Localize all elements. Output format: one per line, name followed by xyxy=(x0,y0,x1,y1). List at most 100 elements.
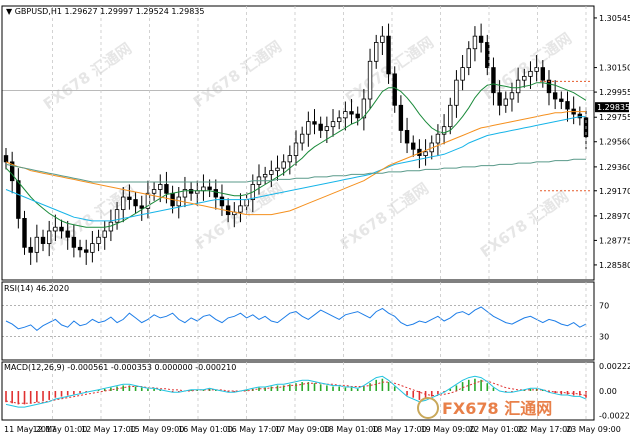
candle-body xyxy=(503,98,508,106)
macd-tick-label: 0.002228 xyxy=(599,362,630,371)
time-tick-label: 17 May 09:00 xyxy=(275,425,330,434)
time-tick-label: 18 May 17:00 xyxy=(372,425,427,434)
rsi-tick-label: 70 xyxy=(599,301,609,310)
candle-body xyxy=(472,35,478,50)
time-tick-label: 23 May 09:00 xyxy=(566,425,621,434)
candle-body xyxy=(34,236,40,253)
candle-body xyxy=(71,236,77,248)
candle-body xyxy=(330,121,336,128)
candle-body xyxy=(318,123,323,131)
time-tick-label: 12 May 01:00 xyxy=(33,425,88,434)
candle-body xyxy=(22,218,27,248)
candle-body xyxy=(577,113,583,119)
candle-body xyxy=(299,133,305,144)
candle-body xyxy=(65,230,70,238)
rsi-tick-label: 30 xyxy=(599,333,609,342)
candle-body xyxy=(559,98,564,102)
candle-body xyxy=(546,79,552,94)
last-price-label: 1.29835 xyxy=(597,103,630,112)
candle-body xyxy=(53,226,58,232)
panel-frame xyxy=(1,281,595,361)
macd-tick-label: 0.00 xyxy=(599,387,617,396)
logo-text: FX678 汇通网 xyxy=(442,399,552,418)
candle-body xyxy=(275,167,280,172)
candle-body xyxy=(404,130,410,144)
panel-frame xyxy=(1,5,595,281)
candle-body xyxy=(491,67,496,94)
candle-body xyxy=(478,35,484,43)
candle-body xyxy=(262,174,268,178)
candle-body xyxy=(386,35,391,75)
candle-body xyxy=(349,111,354,115)
time-tick-label: 11 May 2017 xyxy=(4,425,56,434)
candle-body xyxy=(59,226,64,232)
candle-body xyxy=(324,126,330,131)
price-tick-label: 1.30150 xyxy=(599,64,630,73)
candle-body xyxy=(343,111,348,119)
candle-body xyxy=(151,189,157,194)
time-tick-label: 18 May 01:00 xyxy=(324,425,379,434)
moving-average-line xyxy=(5,116,586,222)
candle-body xyxy=(380,35,385,43)
candle-body xyxy=(238,205,243,213)
last-price-box xyxy=(595,102,629,113)
candle-body xyxy=(201,186,206,192)
candle-body xyxy=(466,48,471,68)
candle-body xyxy=(3,155,9,163)
time-tick-label: 16 May 01:00 xyxy=(178,425,233,434)
macd-tick-label: -0.002201 xyxy=(599,412,630,421)
candle-body xyxy=(509,92,515,100)
candle-body xyxy=(306,121,311,135)
candle-body xyxy=(164,184,169,194)
candle-body xyxy=(16,180,21,219)
candle-body xyxy=(460,67,465,81)
candle-body xyxy=(312,121,317,125)
candle-body xyxy=(441,126,447,135)
candle-body xyxy=(287,155,293,163)
candle-body xyxy=(336,117,342,123)
candle-body xyxy=(133,199,138,207)
candle-body xyxy=(411,142,416,150)
candle-body xyxy=(102,230,107,238)
candle-body xyxy=(435,133,441,144)
candle-body xyxy=(355,113,360,119)
macd-label: MACD(12,26,9) -0.000561 -0.000353 0.0000… xyxy=(4,363,236,372)
price-tick-label: 1.30545 xyxy=(599,14,630,23)
rsi-label: RSI(14) 46.2020 xyxy=(4,284,69,293)
candle-body xyxy=(46,230,52,244)
price-tick-label: 1.29360 xyxy=(599,163,630,172)
price-tick-label: 1.28775 xyxy=(599,236,630,245)
candle-body xyxy=(9,161,15,182)
price-tick-label: 1.29170 xyxy=(599,187,630,196)
moving-average-line xyxy=(5,158,586,183)
candle-body xyxy=(454,79,459,106)
candle-body xyxy=(139,205,144,209)
candle-body xyxy=(127,196,132,200)
candle-body xyxy=(423,151,428,156)
candle-body xyxy=(158,184,163,190)
candle-body xyxy=(497,92,502,106)
candle-body xyxy=(213,189,218,198)
candle-body xyxy=(182,189,188,198)
candle-body xyxy=(565,101,570,110)
time-tick-label: 15 May 09:00 xyxy=(130,425,185,434)
time-tick-label: 19 May 09:00 xyxy=(421,425,476,434)
candle-body xyxy=(374,42,379,62)
candle-body xyxy=(534,67,539,72)
candle-body xyxy=(367,60,373,100)
candle-body xyxy=(448,104,453,128)
candle-body xyxy=(188,189,194,194)
price-tick-label: 1.29560 xyxy=(599,138,630,147)
candle-body xyxy=(398,104,404,131)
price-tick-label: 1.29755 xyxy=(599,113,630,122)
time-tick-label: 16 May 17:00 xyxy=(227,425,282,434)
candle-body xyxy=(269,170,274,175)
candle-body xyxy=(485,42,490,68)
candle-body xyxy=(219,196,225,207)
candle-body xyxy=(121,196,126,211)
time-tick-label: 12 May 17:00 xyxy=(81,425,136,434)
candle-body xyxy=(77,246,83,251)
candle-body xyxy=(522,75,527,81)
candle-body xyxy=(90,243,95,253)
